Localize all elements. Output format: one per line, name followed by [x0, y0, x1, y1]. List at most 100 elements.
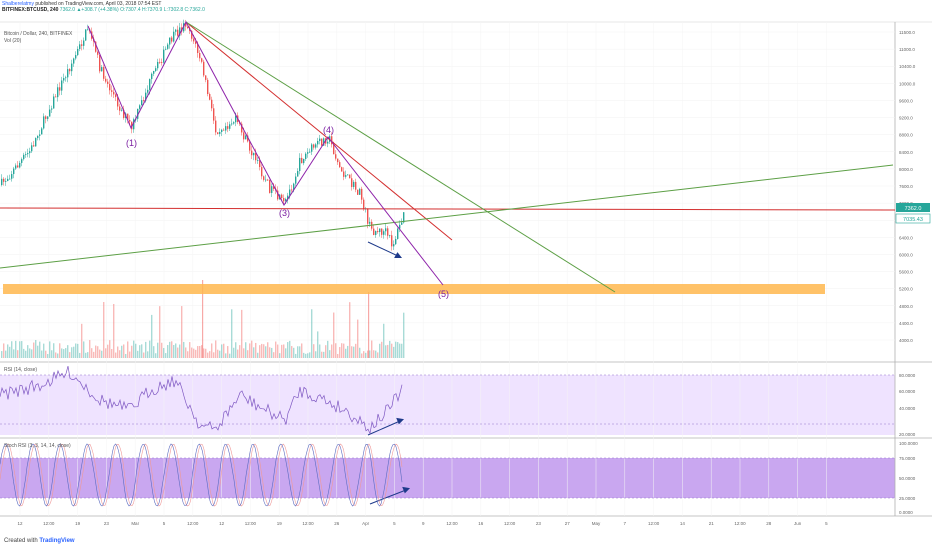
- candle-body: [209, 94, 211, 100]
- price-axis-label: 11500.0: [899, 30, 915, 35]
- volume-bar: [133, 340, 135, 358]
- green-ascending-trendline[interactable]: [0, 164, 894, 269]
- volume-bar: [397, 342, 399, 358]
- volume-bar: [85, 352, 87, 358]
- horizontal-resistance-line[interactable]: [0, 207, 896, 211]
- volume-bar: [93, 351, 95, 358]
- main-pane-title: Bitcoin / Dollar, 240, BITFINEX: [4, 31, 73, 37]
- candle-body: [165, 48, 167, 50]
- volume-bar: [69, 352, 71, 358]
- volume-bar: [271, 347, 273, 358]
- time-axis-label: 19: [75, 521, 81, 526]
- candle-body: [299, 157, 301, 172]
- volume-bar: [253, 347, 255, 358]
- tradingview-logo-text[interactable]: TradingView: [39, 538, 75, 544]
- volume-bar: [337, 353, 339, 358]
- volume-bar: [193, 348, 195, 358]
- rsi-line: [0, 366, 403, 435]
- green-descending-trendline[interactable]: [185, 21, 616, 293]
- candle-body: [335, 154, 337, 159]
- candle-body: [139, 105, 141, 109]
- candle-body: [173, 31, 175, 42]
- volume-bar: [87, 352, 89, 358]
- volume-bar: [217, 349, 219, 358]
- candle-body: [377, 231, 379, 233]
- volume-bar: [269, 347, 271, 358]
- candle-body: [355, 181, 357, 190]
- volume-bar: [159, 306, 161, 358]
- price-axis-label: 6000.0: [899, 252, 913, 257]
- candle-body: [359, 188, 361, 195]
- volume-bar: [47, 353, 49, 358]
- elliott-wave-path[interactable]: [87, 20, 444, 286]
- candle-body: [293, 183, 295, 190]
- volume-bar: [73, 346, 75, 358]
- volume-bar: [31, 349, 33, 358]
- candle-body: [287, 195, 289, 199]
- candle-body: [349, 174, 351, 179]
- volume-bar: [135, 343, 137, 358]
- symbol-label: BITFINEX:BTCUSD, 240: [2, 7, 59, 13]
- time-axis-label: 9: [422, 521, 425, 526]
- candle-body: [87, 29, 89, 31]
- volume-bar: [379, 343, 381, 358]
- volume-bar: [3, 343, 5, 358]
- candle-body: [119, 106, 121, 111]
- candle-body: [261, 167, 263, 177]
- volume-bar: [113, 303, 115, 358]
- candle-body: [187, 26, 189, 29]
- volume-bar: [243, 348, 245, 358]
- candle-body: [255, 152, 257, 161]
- red-trendline[interactable]: [185, 21, 453, 241]
- candle-body: [277, 190, 279, 200]
- volume-bar: [297, 346, 299, 358]
- support-zone[interactable]: [3, 284, 825, 294]
- candle-body: [207, 79, 209, 95]
- candle-body: [29, 151, 31, 154]
- candle-body: [37, 135, 39, 139]
- volume-bar: [263, 344, 265, 358]
- time-axis-label: 23: [104, 521, 110, 526]
- wave-label-1: (1): [126, 138, 137, 148]
- candle-body: [345, 175, 347, 177]
- candle-body: [129, 119, 131, 122]
- volume-bar: [257, 352, 259, 358]
- volume-bar: [283, 344, 285, 358]
- candle-body: [305, 153, 307, 159]
- author-link[interactable]: Shalberelatmy: [2, 1, 34, 7]
- time-axis-label: Apr: [362, 521, 370, 526]
- candle-body: [323, 138, 325, 146]
- candle-body: [97, 51, 99, 55]
- volume-bar: [389, 340, 391, 358]
- volume-bar: [97, 346, 99, 358]
- volume-bar: [37, 345, 39, 358]
- candle-body: [315, 144, 317, 148]
- candle-body: [311, 144, 313, 152]
- candle-body: [23, 154, 25, 160]
- candle-body: [115, 94, 117, 98]
- price-axis-label: 7600.0: [899, 184, 913, 189]
- candle-body: [107, 81, 109, 84]
- candle-body: [231, 123, 233, 125]
- volume-bar: [107, 344, 109, 358]
- volume-bar: [141, 344, 143, 358]
- candle-body: [109, 83, 111, 91]
- volume-bar: [35, 340, 37, 358]
- candle-body: [47, 116, 49, 119]
- volume-bar: [223, 343, 225, 358]
- volume-bar: [267, 342, 269, 358]
- volume-bar: [131, 345, 133, 358]
- volume-bar: [57, 353, 59, 358]
- candle-body: [227, 126, 229, 129]
- volume-bar: [261, 343, 263, 358]
- volume-bars: [1, 280, 405, 358]
- volume-bar: [381, 341, 383, 358]
- volume-bar: [369, 350, 371, 358]
- volume-bar: [365, 352, 367, 358]
- volume-bar: [209, 351, 211, 358]
- publish-header: Shalberelatmy published on TradingView.c…: [2, 1, 161, 7]
- volume-bar: [387, 344, 389, 358]
- candle-body: [49, 109, 51, 117]
- candle-body: [337, 158, 339, 163]
